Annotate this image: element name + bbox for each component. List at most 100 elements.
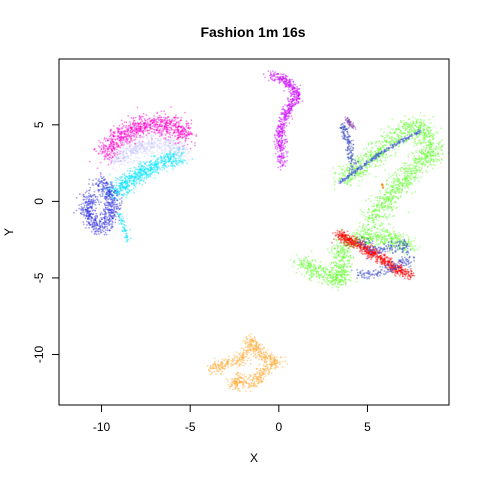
data-point [119,140,122,143]
data-point [289,89,292,92]
data-point [419,139,421,141]
data-point [179,133,182,136]
data-point [126,152,128,155]
data-point [419,126,422,129]
data-point [394,171,396,174]
data-point [173,119,176,122]
data-point [363,169,366,172]
data-point [391,181,393,184]
data-point [89,206,92,209]
data-point [134,146,137,149]
data-point [378,214,380,217]
data-point [168,129,171,132]
data-point [133,146,136,148]
data-point [179,155,182,157]
data-point [405,128,407,131]
data-point [144,163,147,166]
data-point [163,127,166,129]
data-point [132,138,135,141]
data-point [166,131,169,133]
data-point [119,150,122,153]
data-point [285,114,288,117]
data-point [169,146,172,149]
data-point [139,146,142,149]
data-point [159,139,161,142]
data-point [402,127,405,130]
data-point [267,70,270,72]
data-point [154,119,157,121]
data-point [134,185,137,188]
data-point [173,156,176,159]
data-point [98,223,101,226]
data-point [120,179,123,182]
data-point [124,156,127,159]
data-point [117,156,120,159]
data-point [280,73,282,75]
data-point [177,120,180,123]
data-point [154,140,156,143]
data-point [182,131,184,134]
data-point [164,116,167,119]
data-point [117,159,120,162]
data-point [173,131,176,134]
data-point [174,146,176,149]
data-point [175,144,178,146]
data-point [140,141,143,144]
data-point [166,156,168,159]
data-point [187,133,190,136]
data-point [127,142,129,145]
data-point [407,155,409,158]
data-point [163,125,166,128]
data-point [111,141,114,143]
data-point [392,196,394,199]
data-point [419,121,421,124]
data-point [153,171,156,174]
data-point [110,225,113,228]
data-point [106,182,109,185]
data-point [170,106,172,108]
data-point [138,142,141,145]
data-point [155,129,158,132]
data-point [387,184,390,186]
data-point [133,119,136,122]
data-point [116,135,119,138]
data-point [139,125,142,128]
data-point [124,236,126,239]
data-point [137,145,140,148]
data-point [104,211,107,214]
data-point [346,183,349,186]
data-point [406,134,409,136]
data-point [188,134,191,136]
data-point [163,149,166,152]
data-point [149,146,152,148]
data-point [350,177,353,180]
data-point [120,133,123,135]
data-point [139,143,142,146]
data-point [164,162,166,165]
data-point [113,197,116,200]
data-point [119,179,121,182]
data-point [120,200,123,203]
data-point [106,229,109,232]
data-point [122,130,125,133]
data-point [178,149,180,151]
data-point [170,120,173,123]
data-point [116,156,118,159]
data-point [137,171,139,174]
data-point [122,147,124,150]
data-point [148,124,151,127]
data-point [114,190,117,193]
data-point [362,224,364,227]
data-point [125,155,128,158]
data-point [401,125,403,128]
data-point [404,132,406,135]
data-point [102,230,105,233]
data-point [125,137,128,140]
data-point [159,131,162,134]
data-point [128,179,131,182]
data-point [190,122,193,125]
data-point [172,147,175,150]
data-point [173,123,176,125]
data-point [140,126,143,128]
data-point [110,223,112,226]
